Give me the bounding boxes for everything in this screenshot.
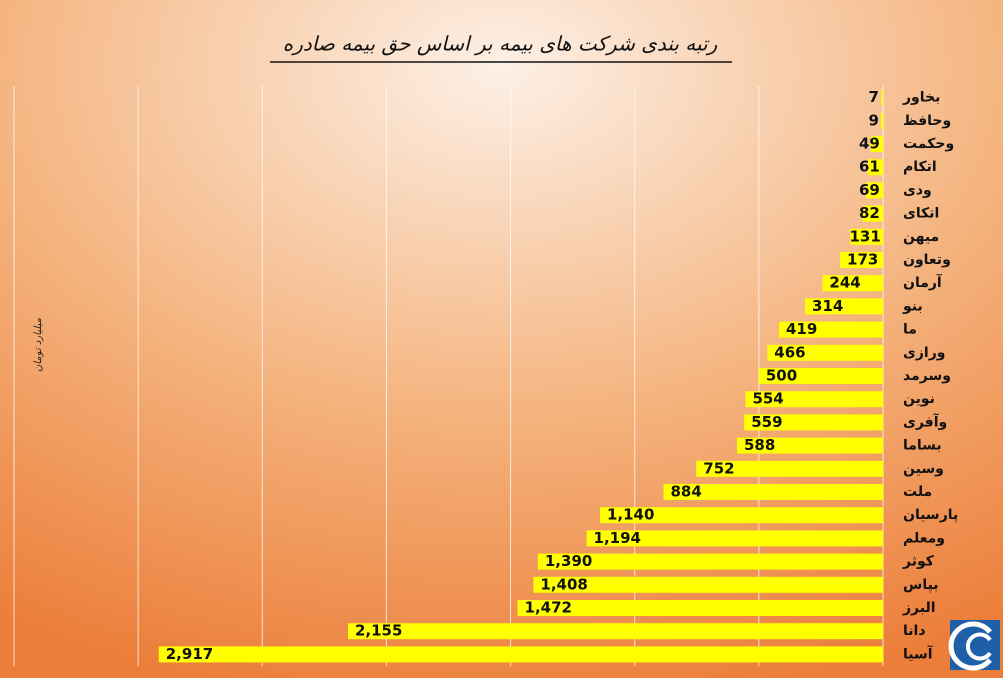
data-label: 61 bbox=[859, 158, 880, 176]
data-label: 500 bbox=[766, 367, 797, 385]
data-label: 1,140 bbox=[607, 506, 654, 524]
y-tick-label: آرمان bbox=[903, 273, 943, 291]
bar bbox=[744, 414, 883, 431]
bar bbox=[586, 530, 883, 547]
bar bbox=[867, 159, 883, 176]
y-tick-label: میهن bbox=[903, 229, 939, 245]
data-label: 9 bbox=[869, 111, 879, 129]
data-label: 466 bbox=[774, 343, 805, 361]
bar bbox=[767, 344, 883, 361]
data-label: 49 bbox=[859, 135, 880, 153]
bar bbox=[805, 298, 883, 315]
data-label: 588 bbox=[744, 436, 775, 454]
y-tick-label: اتکای bbox=[903, 206, 939, 222]
chart-title: رتبه بندی شرکت های بیمه بر اساس حق بیمه … bbox=[283, 32, 718, 56]
bar bbox=[870, 136, 883, 152]
y-tick-label: کوثر bbox=[902, 554, 935, 570]
data-label: 554 bbox=[752, 390, 783, 408]
bar bbox=[537, 553, 883, 570]
bar bbox=[533, 576, 883, 593]
bar bbox=[865, 182, 883, 199]
data-label: 752 bbox=[703, 459, 734, 477]
bar bbox=[758, 368, 883, 384]
y-tick-label: پارسیان bbox=[903, 507, 958, 523]
y-tick-label: بساما bbox=[903, 438, 942, 454]
data-label: 244 bbox=[829, 274, 860, 292]
data-label: 2,917 bbox=[166, 645, 213, 663]
y-tick-label: ودی bbox=[903, 182, 932, 198]
data-label: 82 bbox=[859, 204, 880, 222]
y-tick-label: وحکمت bbox=[903, 136, 954, 152]
y-tick-label: وتعاون bbox=[903, 252, 951, 268]
y-tick-label: وسین bbox=[903, 461, 944, 477]
y-tick-label: وحافظ bbox=[903, 113, 951, 129]
data-label: 559 bbox=[751, 413, 782, 431]
y-tick-label: ما bbox=[903, 322, 917, 338]
data-label: 419 bbox=[786, 320, 817, 338]
y-tick-label: ملت bbox=[903, 484, 932, 500]
data-label: 1,194 bbox=[594, 529, 641, 547]
data-label: 2,155 bbox=[355, 622, 402, 640]
bar bbox=[696, 460, 883, 477]
y-tick-label: دانا bbox=[903, 623, 926, 639]
y-tick-label: البرز bbox=[902, 600, 936, 616]
y-tick-label: بپاس bbox=[903, 577, 939, 593]
bar bbox=[347, 623, 883, 640]
bar bbox=[158, 646, 884, 663]
bar bbox=[840, 252, 883, 268]
y-tick-label: وسرمد bbox=[903, 368, 951, 384]
data-label: 314 bbox=[812, 297, 843, 315]
data-label: 7 bbox=[869, 88, 879, 106]
bar bbox=[880, 112, 883, 129]
logo bbox=[948, 620, 1000, 671]
y-tick-label: بنو bbox=[902, 298, 923, 314]
bar bbox=[599, 507, 883, 524]
data-label: 69 bbox=[859, 181, 880, 199]
bar bbox=[850, 228, 883, 245]
data-label: 884 bbox=[671, 483, 702, 501]
bar bbox=[862, 205, 883, 222]
data-label: 1,408 bbox=[540, 575, 587, 593]
bar bbox=[663, 484, 883, 500]
y-tick-label: وآفری bbox=[903, 412, 947, 430]
bar bbox=[778, 321, 883, 338]
bar bbox=[745, 391, 883, 408]
y-tick-label: ومعلم bbox=[903, 530, 945, 546]
bar bbox=[881, 89, 883, 106]
data-label: 173 bbox=[847, 251, 878, 269]
y-tick-label: ورازی bbox=[903, 345, 945, 361]
data-label: 1,390 bbox=[545, 552, 592, 570]
data-label: 131 bbox=[850, 227, 881, 245]
bar bbox=[737, 437, 883, 454]
y-tick-label: بخاور bbox=[902, 90, 940, 106]
y-tick-label: اتکام bbox=[903, 159, 937, 175]
bar bbox=[517, 600, 883, 616]
axis-label: میلیارد تومان bbox=[33, 317, 44, 372]
y-tick-label: آسیا bbox=[903, 644, 934, 662]
data-label: 1,472 bbox=[525, 599, 572, 617]
bar bbox=[822, 275, 883, 292]
y-tick-label: نوین bbox=[903, 391, 935, 407]
